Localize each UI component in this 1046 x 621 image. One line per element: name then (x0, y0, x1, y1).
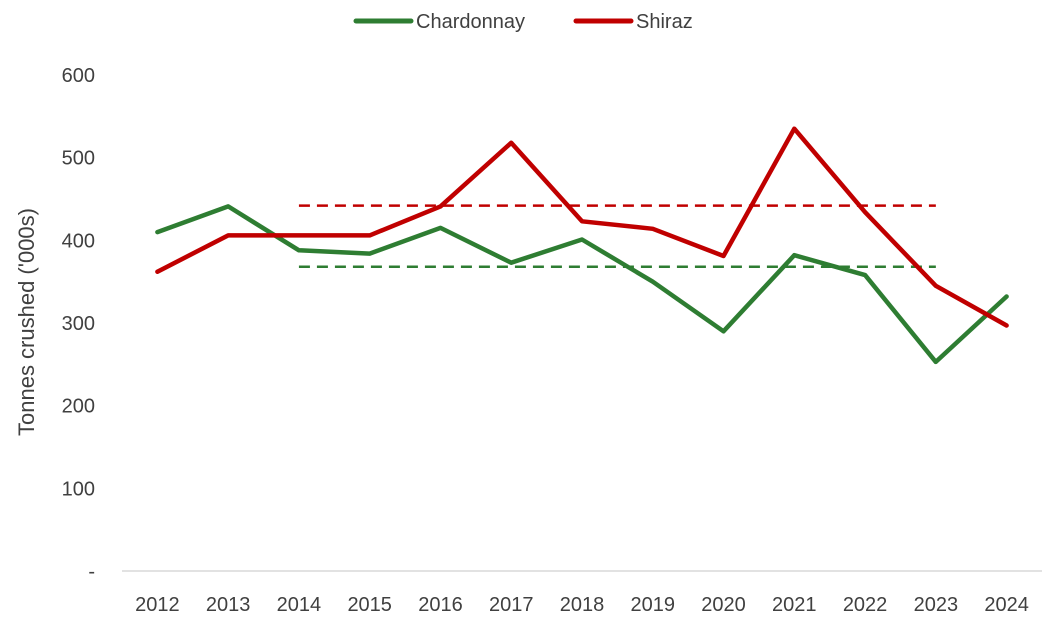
y-tick-label: 400 (62, 230, 95, 252)
y-tick-label: 100 (62, 478, 95, 500)
x-tick-label: 2015 (347, 594, 392, 616)
x-tick-label: 2018 (560, 594, 605, 616)
x-tick-label: 2022 (843, 594, 888, 616)
x-tick-label: 2020 (701, 594, 746, 616)
x-tick-label: 2024 (984, 594, 1029, 616)
x-tick-label: 2019 (631, 594, 676, 616)
chardonnay-legend-label: Chardonnay (416, 11, 525, 33)
legend: Chardonnay Shiraz (353, 11, 693, 33)
y-tick-label: 300 (62, 313, 95, 335)
x-axis-ticks: 2012 2013 2014 2015 2016 2017 2018 2019 2020 2021… (135, 594, 1029, 616)
y-tick-label: - (88, 561, 95, 583)
x-tick-label: 2014 (277, 594, 322, 616)
series-lines (155, 126, 1009, 365)
x-tick-label: 2021 (772, 594, 817, 616)
y-tick-label: 200 (62, 396, 95, 418)
x-tick-label: 2017 (489, 594, 534, 616)
chardonnay-series-line (155, 204, 1009, 365)
y-axis-title: Tonnes crushed ('000s) (14, 208, 39, 436)
shiraz-series-line (155, 126, 1009, 328)
y-tick-label: 600 (62, 65, 95, 87)
shiraz-legend-label: Shiraz (636, 11, 693, 33)
x-tick-label: 2012 (135, 594, 180, 616)
x-tick-label: 2023 (914, 594, 959, 616)
x-tick-label: 2016 (418, 594, 463, 616)
average-reference-lines (298, 204, 936, 269)
x-tick-label: 2013 (206, 594, 251, 616)
y-axis-ticks: - 100 200 300 400 500 600 (62, 65, 95, 583)
y-tick-label: 500 (62, 148, 95, 170)
